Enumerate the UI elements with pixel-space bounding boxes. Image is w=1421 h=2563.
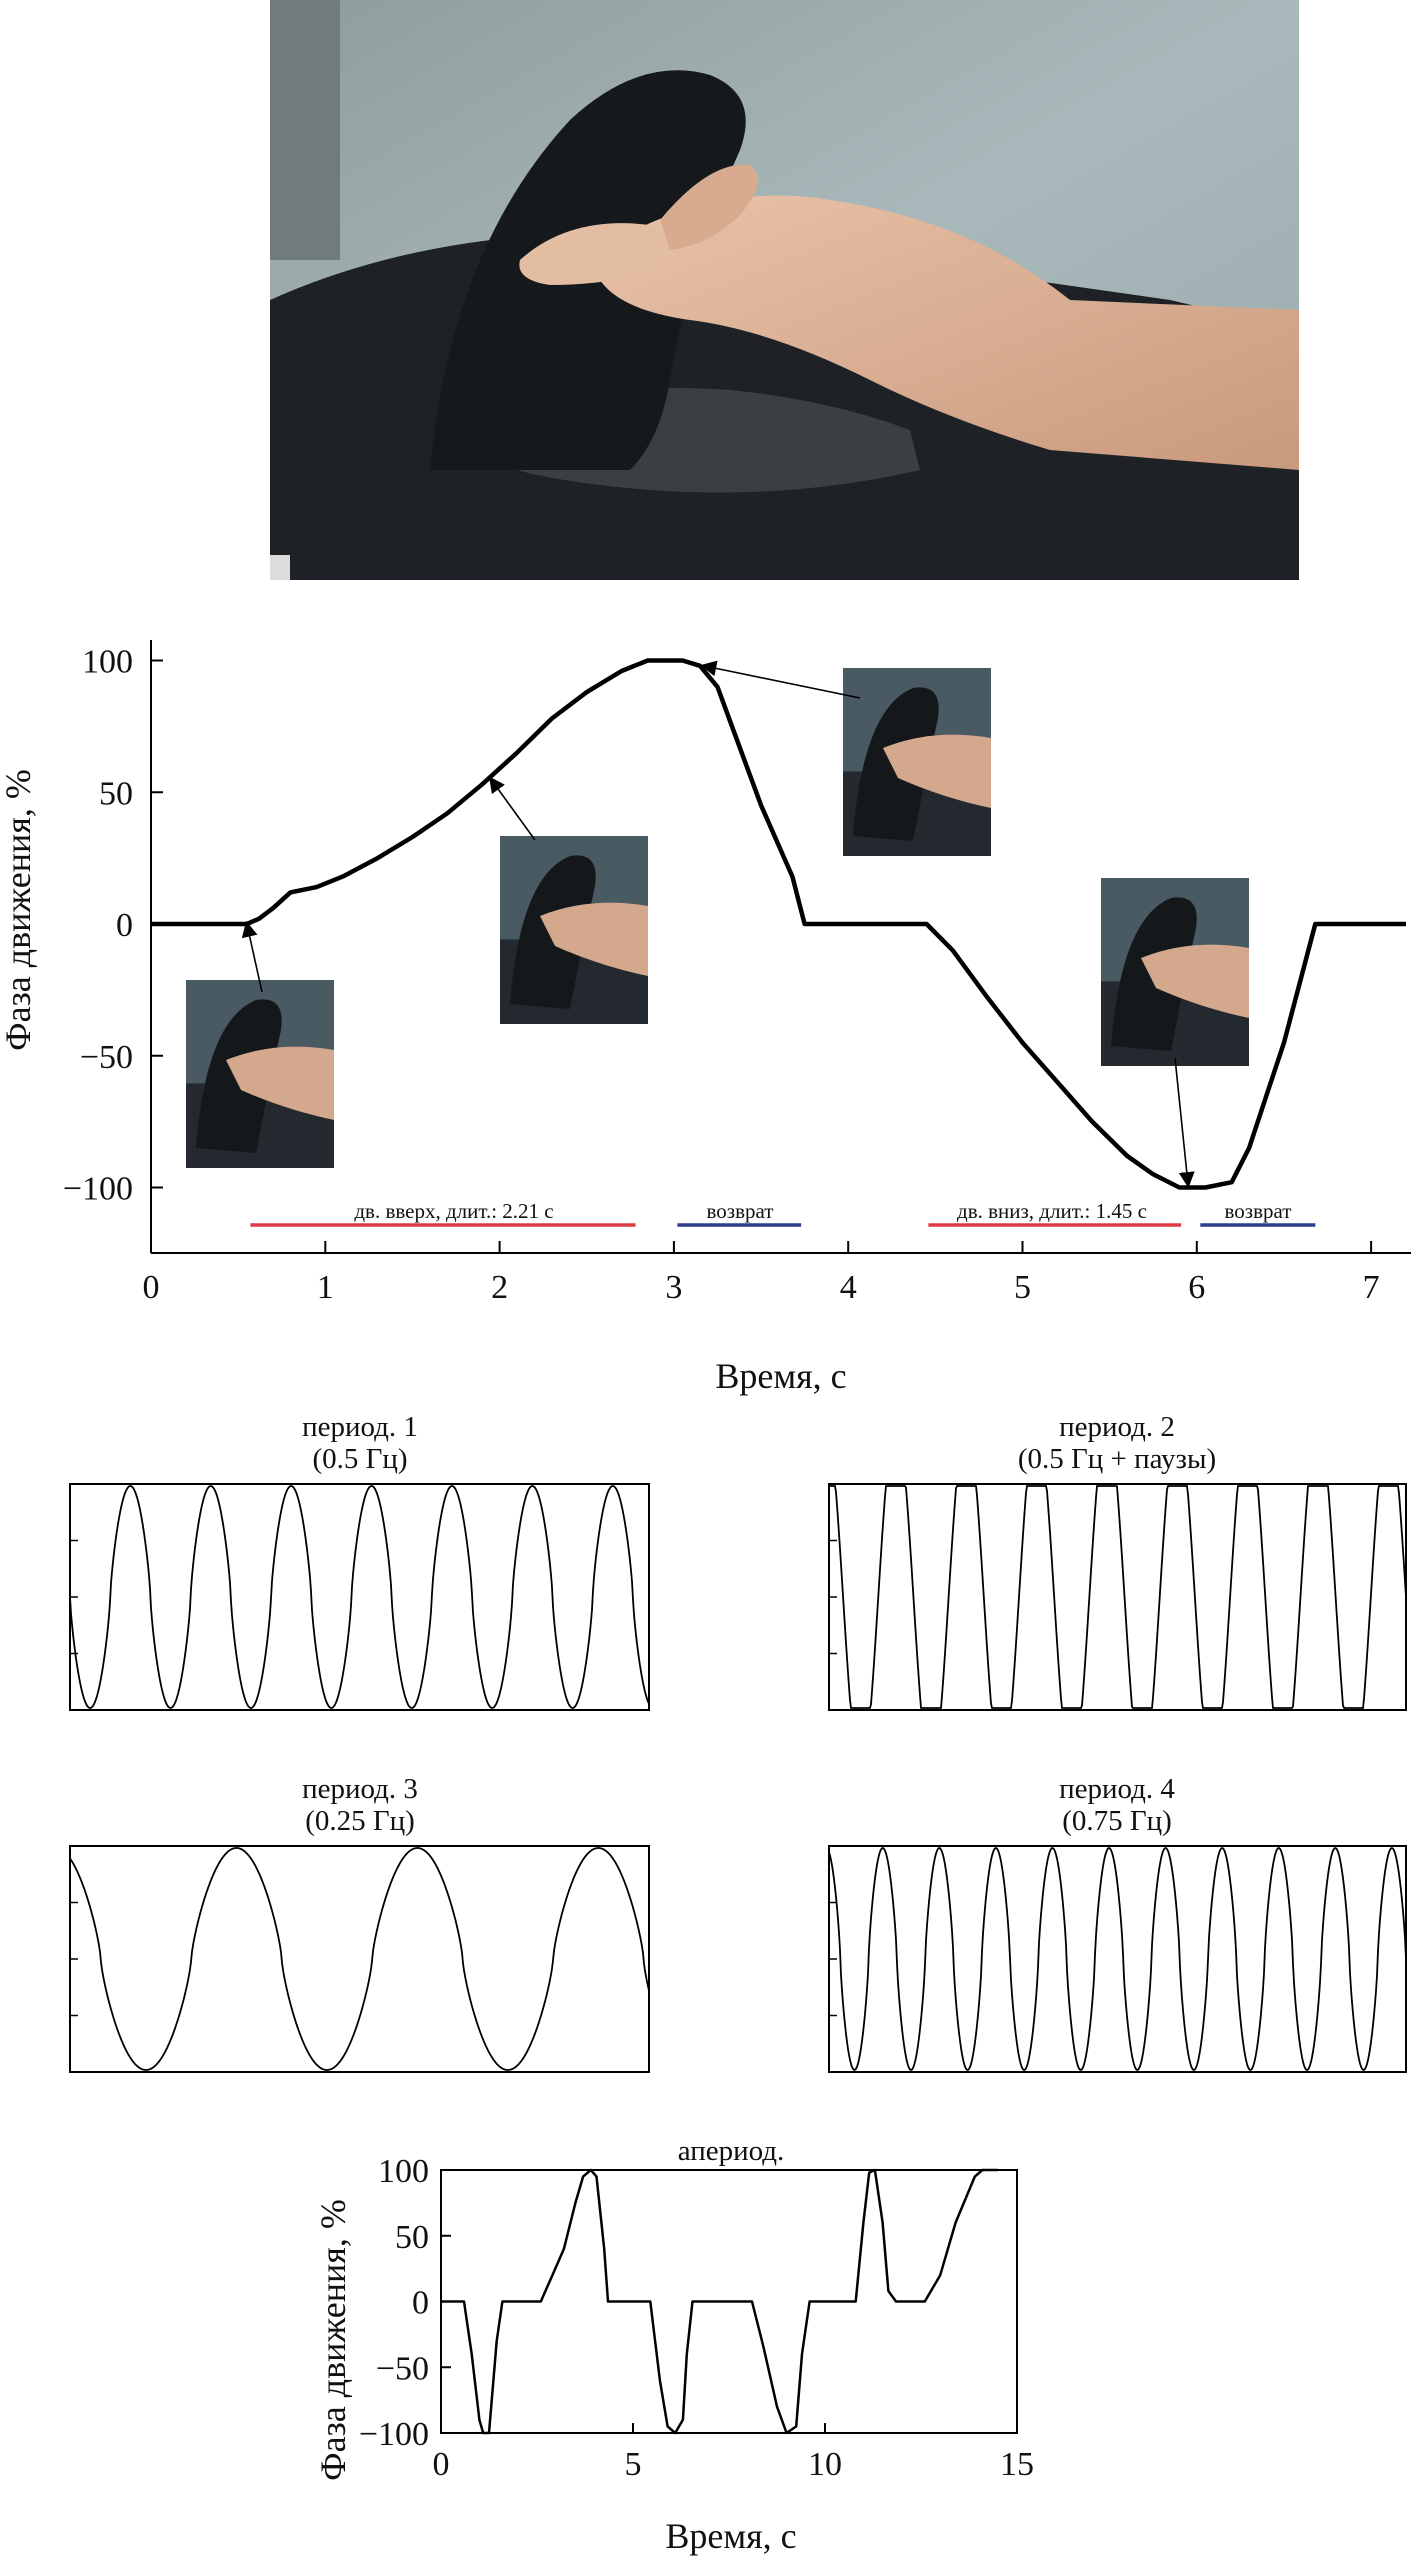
y-tick-label: 100 xyxy=(82,644,133,681)
x-tick-label: 3 xyxy=(665,1269,682,1306)
panel1-plot xyxy=(69,1483,650,1711)
annotation-return1-label: возврат xyxy=(707,1199,774,1223)
x-tick-label: 0 xyxy=(143,1269,160,1306)
aperiodic-phase-curve xyxy=(441,2168,998,2435)
panel1-subtitle: (0.5 Гц) xyxy=(312,1443,407,1475)
panel4-plot xyxy=(828,1845,1407,2073)
x-tick-label: 5 xyxy=(625,2446,642,2483)
pointer-arrow xyxy=(241,920,263,993)
aperiodic-y-label: Фаза движения, % xyxy=(313,2199,353,2481)
panel-phase-curve xyxy=(829,1485,1407,1709)
main-x-label: Время, с xyxy=(715,1356,846,1396)
annotation-up-label: дв. вверх, длит.: 2.21 с xyxy=(354,1199,553,1223)
thumbnail-photo xyxy=(500,836,648,1024)
main-thumbnail-insets xyxy=(186,660,1249,1189)
x-tick-label: 6 xyxy=(1188,1269,1205,1306)
panel2-title: период. 2 xyxy=(1059,1411,1175,1443)
panel3-plot xyxy=(69,1845,650,2073)
panel4-subtitle: (0.75 Гц) xyxy=(1062,1805,1172,1837)
panel-phase-curve xyxy=(828,1846,1407,2072)
y-tick-label: −50 xyxy=(376,2350,429,2387)
x-tick-label: 2 xyxy=(491,1269,508,1306)
x-tick-label: 0 xyxy=(433,2446,450,2483)
x-tick-label: 4 xyxy=(840,1269,857,1306)
aperiodic-chart: 0 5 10 15 −100 −50 0 50 100 xyxy=(359,2153,1034,2483)
panel-frame xyxy=(828,1483,1407,1711)
pointer-arrow xyxy=(1174,1057,1195,1189)
y-tick-label: −50 xyxy=(80,1039,133,1076)
annotation-down-label: дв. вниз, длит.: 1.45 с xyxy=(957,1199,1147,1223)
main-chart: 0 1 2 3 4 5 6 7 −100 −50 0 50 100 Фаза движения, % В… xyxy=(0,640,1411,1396)
thumbnail-photo xyxy=(186,980,334,1168)
panel-phase-curve xyxy=(69,1847,650,2071)
hand-joystick-photo xyxy=(270,0,1299,580)
panel4-title: период. 4 xyxy=(1059,1773,1175,1805)
panel2-subtitle: (0.5 Гц + паузы) xyxy=(1018,1443,1216,1475)
panel1-title: период. 1 xyxy=(302,1411,418,1443)
periodic-panels xyxy=(69,1483,1407,2073)
aperiodic-title: апериод. xyxy=(678,2135,785,2167)
x-tick-label: 7 xyxy=(1363,1269,1380,1306)
y-tick-label: 50 xyxy=(99,775,133,812)
panel-phase-curve xyxy=(69,1485,650,1709)
panel-frame xyxy=(69,1845,650,2073)
pointer-arrow xyxy=(700,660,861,699)
panel3-title: период. 3 xyxy=(302,1773,418,1805)
x-tick-label: 1 xyxy=(317,1269,334,1306)
aperiodic-x-label: Время, с xyxy=(665,2516,796,2556)
y-tick-label: 50 xyxy=(395,2219,429,2256)
annotation-return2-label: возврат xyxy=(1225,1199,1292,1223)
phase-curve xyxy=(151,658,1406,1190)
thumbnail-photo xyxy=(843,668,991,856)
panel3-subtitle: (0.25 Гц) xyxy=(305,1805,415,1837)
pointer-arrow xyxy=(489,776,536,841)
x-tick-label: 10 xyxy=(808,2446,842,2483)
x-tick-label: 5 xyxy=(1014,1269,1031,1306)
main-axes: 0 1 2 3 4 5 6 7 −100 −50 0 50 100 xyxy=(63,640,1411,1306)
main-y-label: Фаза движения, % xyxy=(0,769,38,1051)
y-tick-label: 100 xyxy=(378,2153,429,2190)
thumbnail-photo xyxy=(1101,878,1249,1066)
y-tick-label: 0 xyxy=(412,2285,429,2322)
y-tick-label: 0 xyxy=(116,907,133,944)
main-phase-line xyxy=(151,658,1406,1190)
y-tick-label: −100 xyxy=(359,2416,429,2453)
x-tick-label: 15 xyxy=(1000,2446,1034,2483)
panel2-plot xyxy=(828,1483,1407,1711)
y-tick-label: −100 xyxy=(63,1171,133,1208)
